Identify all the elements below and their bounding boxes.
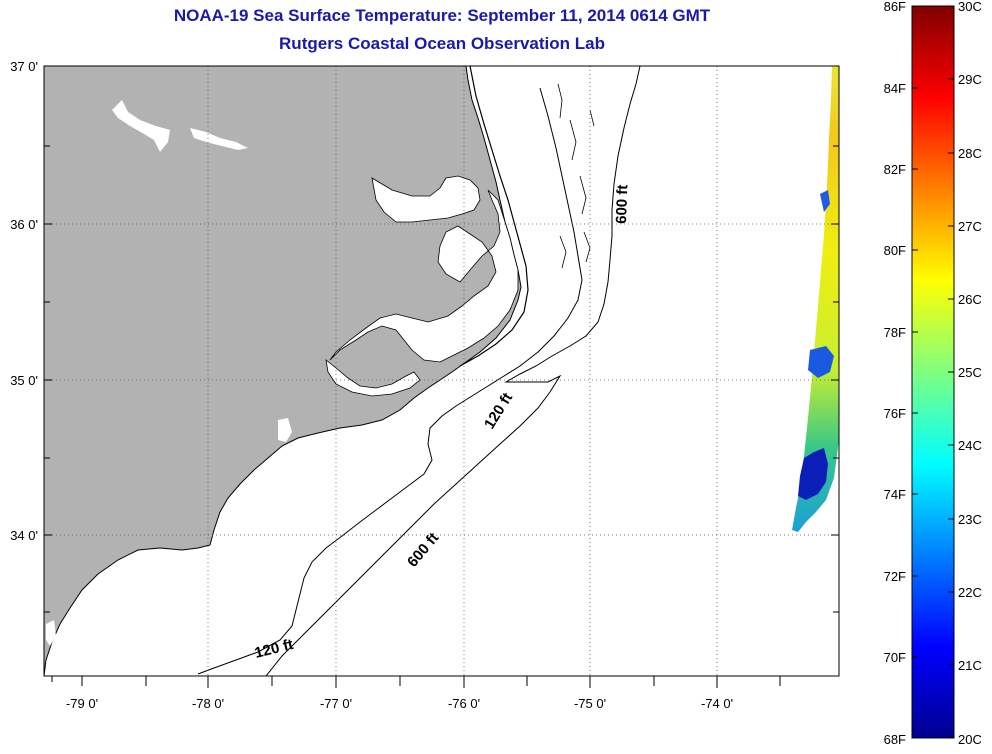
colorbar-label-c: 28C [958, 146, 982, 161]
colorbar-celsius-labels: 30C 29C 28C 27C 26C 25C 24C 23C 22C 21C … [958, 0, 982, 747]
outer-banks [459, 66, 529, 367]
sst-swath-cold-patch [798, 448, 828, 500]
colorbar-label-f: 74F [884, 487, 906, 502]
colorbar-label-c: 22C [958, 585, 982, 600]
colorbar-ticks [912, 78, 954, 666]
lon-labels: -79 0' -78 0' -77 0' -76 0' -75 0' -74 0… [66, 696, 733, 711]
colorbar-label-f: 82F [884, 162, 906, 177]
contour-120ft [197, 87, 583, 675]
colorbar-label-c: 20C [958, 732, 982, 747]
lat-label: 35 0' [10, 373, 38, 388]
map-subtitle: Rutgers Coastal Ocean Observation Lab [279, 34, 605, 53]
lat-label: 34 0' [10, 528, 38, 543]
colorbar-label-c: 29C [958, 72, 982, 87]
contour-label: 600 ft [613, 184, 631, 224]
colorbar-label-c: 30C [958, 0, 982, 14]
colorbar-label-c: 24C [958, 438, 982, 453]
lon-label: -79 0' [66, 696, 98, 711]
colorbar-label-c: 23C [958, 512, 982, 527]
sst-swath-cold-patch [808, 346, 834, 378]
lat-labels: 37 0' 36 0' 35 0' 34 0' [10, 59, 38, 543]
colorbar-label-c: 27C [958, 219, 982, 234]
contour-600ft [265, 66, 641, 676]
colorbar-label-f: 70F [884, 650, 906, 665]
lon-label: -74 0' [701, 696, 733, 711]
colorbar-fahrenheit-labels: 86F 84F 82F 80F 78F 76F 74F 72F 70F 68F [884, 0, 906, 747]
shoal-fragments [557, 83, 595, 269]
colorbar-label-c: 25C [958, 365, 982, 380]
colorbar-label-f: 78F [884, 325, 906, 340]
lon-label: -78 0' [192, 696, 224, 711]
grid [44, 66, 839, 676]
colorbar-label-f: 86F [884, 0, 906, 14]
lon-label: -75 0' [574, 696, 606, 711]
inland-lake [46, 620, 56, 646]
sst-swath-cold-patch [820, 190, 830, 212]
colorbar-label-f: 80F [884, 243, 906, 258]
lat-label: 37 0' [10, 59, 38, 74]
colorbar-label-c: 21C [958, 658, 982, 673]
sst-swath [792, 66, 839, 532]
pamlico-sound [329, 189, 519, 363]
lat-label: 36 0' [10, 217, 38, 232]
colorbar [911, 5, 955, 739]
lon-label: -77 0' [320, 696, 352, 711]
inland-lake [112, 100, 170, 152]
neuse-river [325, 359, 421, 397]
lon-label: -76 0' [448, 696, 480, 711]
colorbar-label-c: 26C [958, 292, 982, 307]
colorbar-label-f: 68F [884, 732, 906, 747]
colorbar-label-f: 72F [884, 569, 906, 584]
inland-lake [278, 418, 292, 442]
map-title: NOAA-19 Sea Surface Temperature: Septemb… [173, 6, 711, 25]
inland-lake [190, 128, 248, 150]
axis-ticks [44, 65, 839, 688]
plot-frame [43, 65, 840, 677]
colorbar-label-f: 84F [884, 81, 906, 96]
colorbar-label-f: 76F [884, 406, 906, 421]
albemarle-sound [371, 175, 481, 223]
